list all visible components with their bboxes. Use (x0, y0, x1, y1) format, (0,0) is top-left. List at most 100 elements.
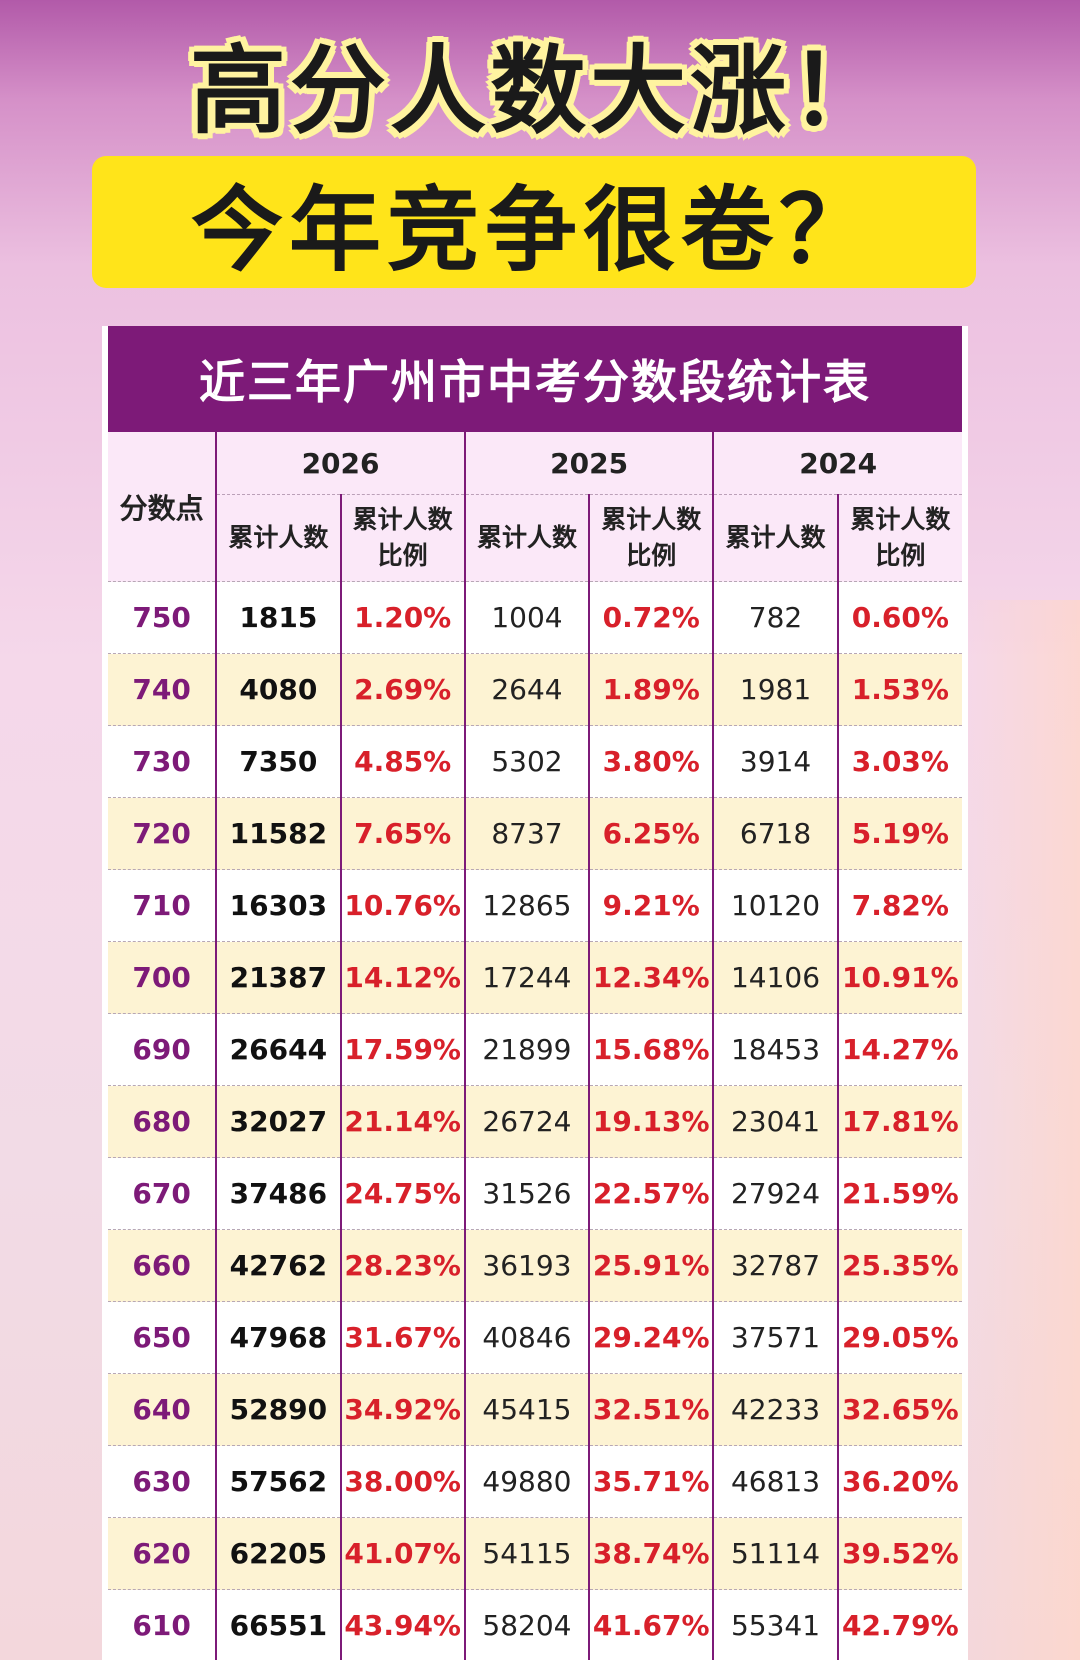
ratio-2026-cell: 43.94% (340, 1589, 466, 1660)
ratio-2024-cell: 0.60% (837, 581, 962, 654)
table-body: 750 1815 1.20% 1004 0.72% 782 0.60% 740 4080 2.69… (108, 581, 962, 1660)
count-2026-cell: 42762 (216, 1229, 342, 1302)
ratio-2026-cell: 28.23% (340, 1229, 466, 1302)
ratio-2024-cell: 10.91% (837, 941, 962, 1014)
ratio-2024-cell: 42.79% (837, 1589, 962, 1660)
table-row: 750 1815 1.20% 1004 0.72% 782 0.60% (108, 581, 962, 654)
count-2025-cell: 45415 (464, 1373, 591, 1446)
table-row: 680 32027 21.14% 26724 19.13% 23041 17.81% (108, 1085, 962, 1158)
ratio-2026-cell: 38.00% (340, 1445, 466, 1518)
ratio-2026-cell: 31.67% (340, 1301, 466, 1374)
ratio-2024-cell: 25.35% (837, 1229, 962, 1302)
ratio-2025-cell: 1.89% (588, 653, 715, 726)
count-2026-cell: 11582 (216, 797, 342, 870)
score-column-header: 分数点 (108, 432, 218, 582)
count-2025-cell: 2644 (464, 653, 591, 726)
table-row: 640 52890 34.92% 45415 32.51% 42233 32.65% (108, 1373, 962, 1446)
count-header-2025: 累计人数 (464, 494, 591, 582)
count-header-2026: 累计人数 (216, 494, 342, 582)
count-2025-cell: 54115 (464, 1517, 591, 1590)
year-header-2026: 2026 (216, 432, 466, 495)
table-row: 700 21387 14.12% 17244 12.34% 14106 10.91% (108, 941, 962, 1014)
ratio-2024-cell: 17.81% (837, 1085, 962, 1158)
background-glow (960, 600, 1080, 1660)
table-title: 近三年广州市中考分数段统计表 (108, 326, 962, 432)
ratio-2025-cell: 29.24% (588, 1301, 715, 1374)
ratio-2025-cell: 25.91% (588, 1229, 715, 1302)
count-2024-cell: 6718 (713, 797, 839, 870)
score-cell: 740 (108, 653, 218, 726)
ratio-2025-cell: 12.34% (588, 941, 715, 1014)
ratio-2024-cell: 32.65% (837, 1373, 962, 1446)
ratio-2025-cell: 38.74% (588, 1517, 715, 1590)
ratio-2025-cell: 41.67% (588, 1589, 715, 1660)
score-cell: 680 (108, 1085, 218, 1158)
table-row: 620 62205 41.07% 54115 38.74% 51114 39.52% (108, 1517, 962, 1590)
count-2026-cell: 1815 (216, 581, 342, 654)
score-table: 分数点 2026 2025 2024 累计人数 累计人数 比例 累计人数 累计人数… (108, 432, 962, 1660)
ratio-2025-cell: 19.13% (588, 1085, 715, 1158)
score-cell: 750 (108, 581, 218, 654)
score-cell: 640 (108, 1373, 218, 1446)
ratio-2025-cell: 0.72% (588, 581, 715, 654)
count-2025-cell: 49880 (464, 1445, 591, 1518)
count-2024-cell: 37571 (713, 1301, 839, 1374)
score-cell: 690 (108, 1013, 218, 1086)
score-cell: 610 (108, 1589, 218, 1660)
table-row: 720 11582 7.65% 8737 6.25% 6718 5.19% (108, 797, 962, 870)
ratio-header-2024: 累计人数 比例 (837, 494, 962, 582)
ratio-2026-cell: 14.12% (340, 941, 466, 1014)
score-cell: 620 (108, 1517, 218, 1590)
count-2026-cell: 52890 (216, 1373, 342, 1446)
ratio-2026-cell: 7.65% (340, 797, 466, 870)
count-2024-cell: 1981 (713, 653, 839, 726)
ratio-2025-cell: 22.57% (588, 1157, 715, 1230)
ratio-2026-cell: 10.76% (340, 869, 466, 942)
count-2025-cell: 17244 (464, 941, 591, 1014)
ratio-header-line1: 累计人数 (352, 505, 453, 534)
ratio-2024-cell: 29.05% (837, 1301, 962, 1374)
count-2025-cell: 31526 (464, 1157, 591, 1230)
count-2024-cell: 18453 (713, 1013, 839, 1086)
ratio-header-2026: 累计人数 比例 (340, 494, 466, 582)
score-cell: 710 (108, 869, 218, 942)
count-2025-cell: 58204 (464, 1589, 591, 1660)
ratio-2024-cell: 21.59% (837, 1157, 962, 1230)
ratio-2024-cell: 3.03% (837, 725, 962, 798)
count-2024-cell: 32787 (713, 1229, 839, 1302)
ratio-2024-cell: 39.52% (837, 1517, 962, 1590)
ratio-2026-cell: 2.69% (340, 653, 466, 726)
count-2026-cell: 7350 (216, 725, 342, 798)
count-2024-cell: 42233 (713, 1373, 839, 1446)
count-2025-cell: 12865 (464, 869, 591, 942)
count-2026-cell: 21387 (216, 941, 342, 1014)
ratio-2026-cell: 1.20% (340, 581, 466, 654)
year-header-2025: 2025 (464, 432, 715, 495)
count-2025-cell: 8737 (464, 797, 591, 870)
ratio-header-line1: 累计人数 (850, 505, 951, 534)
ratio-2026-cell: 17.59% (340, 1013, 466, 1086)
score-statistics-table: 近三年广州市中考分数段统计表 分数点 2026 2025 2024 累计人数 累… (102, 326, 968, 1660)
table-row: 730 7350 4.85% 5302 3.80% 3914 3.03% (108, 725, 962, 798)
ratio-header-2025: 累计人数 比例 (588, 494, 715, 582)
ratio-2025-cell: 3.80% (588, 725, 715, 798)
count-2025-cell: 5302 (464, 725, 591, 798)
score-cell: 720 (108, 797, 218, 870)
table-row: 690 26644 17.59% 21899 15.68% 18453 14.27% (108, 1013, 962, 1086)
headline-sub: 今年竞争很卷？ (190, 176, 877, 284)
year-header-2024: 2024 (713, 432, 962, 495)
count-2024-cell: 51114 (713, 1517, 839, 1590)
score-cell: 730 (108, 725, 218, 798)
ratio-header-line2: 比例 (875, 541, 926, 570)
count-2026-cell: 47968 (216, 1301, 342, 1374)
score-cell: 660 (108, 1229, 218, 1302)
count-2024-cell: 27924 (713, 1157, 839, 1230)
score-cell: 700 (108, 941, 218, 1014)
count-2026-cell: 4080 (216, 653, 342, 726)
ratio-2025-cell: 6.25% (588, 797, 715, 870)
headline-highlight-box: 今年竞争很卷？ (92, 156, 976, 288)
ratio-2025-cell: 35.71% (588, 1445, 715, 1518)
ratio-2024-cell: 5.19% (837, 797, 962, 870)
score-cell: 630 (108, 1445, 218, 1518)
ratio-2026-cell: 24.75% (340, 1157, 466, 1230)
